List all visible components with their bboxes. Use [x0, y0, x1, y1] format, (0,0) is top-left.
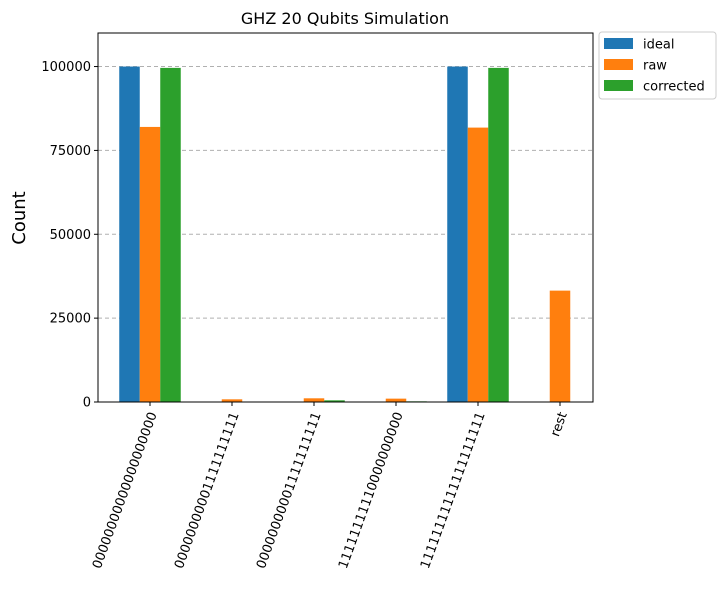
x-axis: 00000000000000000000 00000000001111111111… [90, 402, 571, 571]
legend-swatch-raw [604, 59, 633, 70]
bar-ideal [119, 66, 140, 402]
y-axis: 0 25000 50000 75000 100000 [41, 60, 98, 411]
legend: ideal raw corrected [598, 31, 717, 100]
x-tick-label: rest [548, 410, 571, 439]
y-tick-label: 25000 [50, 312, 91, 327]
x-tick-label: 11111111111111111111 [418, 410, 489, 571]
legend-label-raw: raw [643, 59, 667, 74]
bar-raw [303, 398, 325, 402]
bar-raw [385, 398, 407, 402]
bar-corrected [488, 67, 509, 403]
y-axis-label: Count [9, 191, 30, 244]
bar-raw [139, 126, 161, 402]
bar-raw [467, 127, 489, 403]
bars [119, 66, 571, 403]
y-tick-label: 50000 [50, 228, 91, 243]
legend-label-ideal: ideal [643, 38, 674, 53]
legend-swatch-ideal [604, 38, 633, 49]
y-tick-label: 75000 [50, 144, 91, 159]
x-tick-label: 00000000001111111111 [172, 410, 243, 571]
chart-title: GHZ 20 Qubits Simulation [241, 9, 449, 28]
gridlines [98, 66, 593, 319]
bar-corrected [160, 67, 181, 403]
plot-frame [97, 32, 594, 403]
bar-raw [549, 290, 571, 402]
legend-label-corrected: corrected [643, 80, 705, 95]
y-tick-label: 0 [83, 396, 91, 411]
x-tick-label: 00000000000000000000 [90, 410, 161, 571]
y-tick-label: 100000 [41, 60, 91, 75]
legend-swatch-corrected [604, 80, 633, 91]
bar-ideal [447, 66, 468, 402]
bar-corrected [324, 400, 345, 402]
bar-raw [221, 399, 243, 402]
x-tick-label: 00000000001111111111 [254, 410, 325, 571]
x-tick-label: 11111111110000000000 [336, 410, 407, 571]
